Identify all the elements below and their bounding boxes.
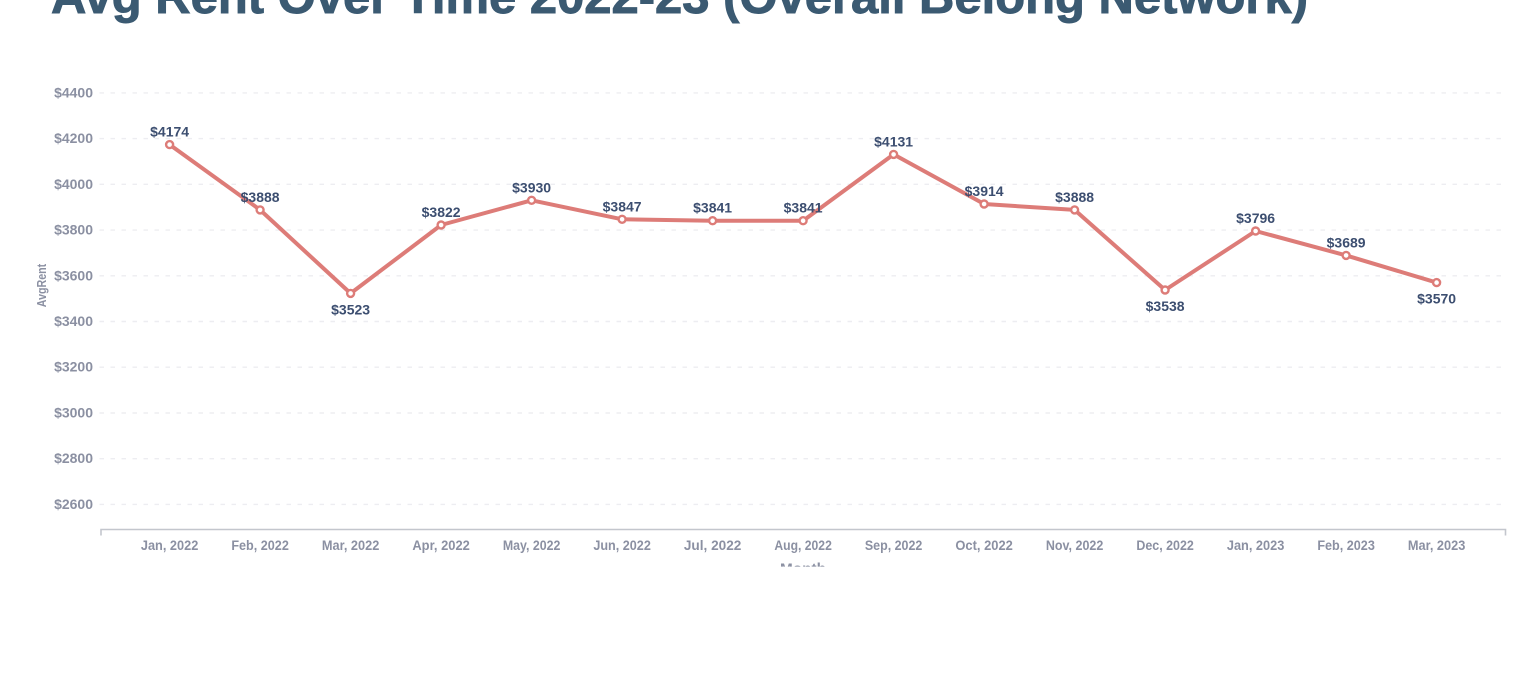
svg-text:$3841: $3841: [693, 200, 732, 216]
svg-text:$3000: $3000: [54, 405, 93, 421]
svg-text:$4174: $4174: [150, 124, 189, 140]
svg-text:AvgRent: AvgRent: [35, 263, 49, 307]
svg-text:Feb, 2023: Feb, 2023: [1317, 537, 1375, 553]
svg-text:Sep, 2022: Sep, 2022: [865, 537, 923, 553]
svg-text:May, 2022: May, 2022: [503, 537, 561, 553]
svg-text:Nov, 2022: Nov, 2022: [1046, 537, 1104, 553]
svg-text:$3523: $3523: [331, 301, 370, 317]
svg-text:Apr, 2022: Apr, 2022: [412, 537, 470, 553]
svg-text:$3822: $3822: [422, 204, 461, 220]
svg-text:$3600: $3600: [54, 267, 93, 283]
svg-text:Avg Rent Over Time 2022-23 (Ov: Avg Rent Over Time 2022-23 (Overall Belo…: [51, 0, 1308, 24]
svg-text:Mar, 2023: Mar, 2023: [1408, 537, 1466, 553]
svg-text:Aug, 2022: Aug, 2022: [774, 537, 832, 553]
svg-text:Jun, 2022: Jun, 2022: [593, 537, 651, 553]
svg-text:Jan, 2023: Jan, 2023: [1227, 537, 1285, 553]
svg-text:$3914: $3914: [965, 183, 1004, 199]
svg-text:$3400: $3400: [54, 313, 93, 329]
svg-text:Mar, 2022: Mar, 2022: [322, 537, 380, 553]
svg-text:$4400: $4400: [54, 84, 93, 100]
svg-text:$3888: $3888: [241, 189, 280, 205]
svg-text:$3841: $3841: [784, 200, 823, 216]
svg-text:Jul, 2022: Jul, 2022: [684, 537, 742, 553]
svg-text:$3570: $3570: [1417, 291, 1456, 307]
svg-text:$3930: $3930: [512, 179, 551, 195]
svg-text:Dec, 2022: Dec, 2022: [1136, 537, 1194, 553]
svg-text:Month: Month: [780, 561, 826, 578]
svg-text:$2600: $2600: [54, 496, 93, 512]
svg-text:Feb, 2022: Feb, 2022: [231, 537, 289, 553]
svg-text:$3200: $3200: [54, 359, 93, 375]
svg-text:$3538: $3538: [1146, 298, 1185, 314]
svg-text:Oct, 2022: Oct, 2022: [955, 537, 1013, 553]
svg-text:$3888: $3888: [1055, 189, 1094, 205]
svg-text:$4000: $4000: [54, 176, 93, 192]
svg-text:$3796: $3796: [1236, 210, 1275, 226]
svg-text:Jan, 2022: Jan, 2022: [141, 537, 199, 553]
svg-text:$3800: $3800: [54, 222, 93, 238]
svg-text:$4131: $4131: [874, 133, 913, 149]
svg-text:$3689: $3689: [1327, 234, 1366, 250]
svg-text:$3847: $3847: [603, 198, 642, 214]
svg-text:$2800: $2800: [54, 450, 93, 466]
svg-text:$4200: $4200: [54, 130, 93, 146]
